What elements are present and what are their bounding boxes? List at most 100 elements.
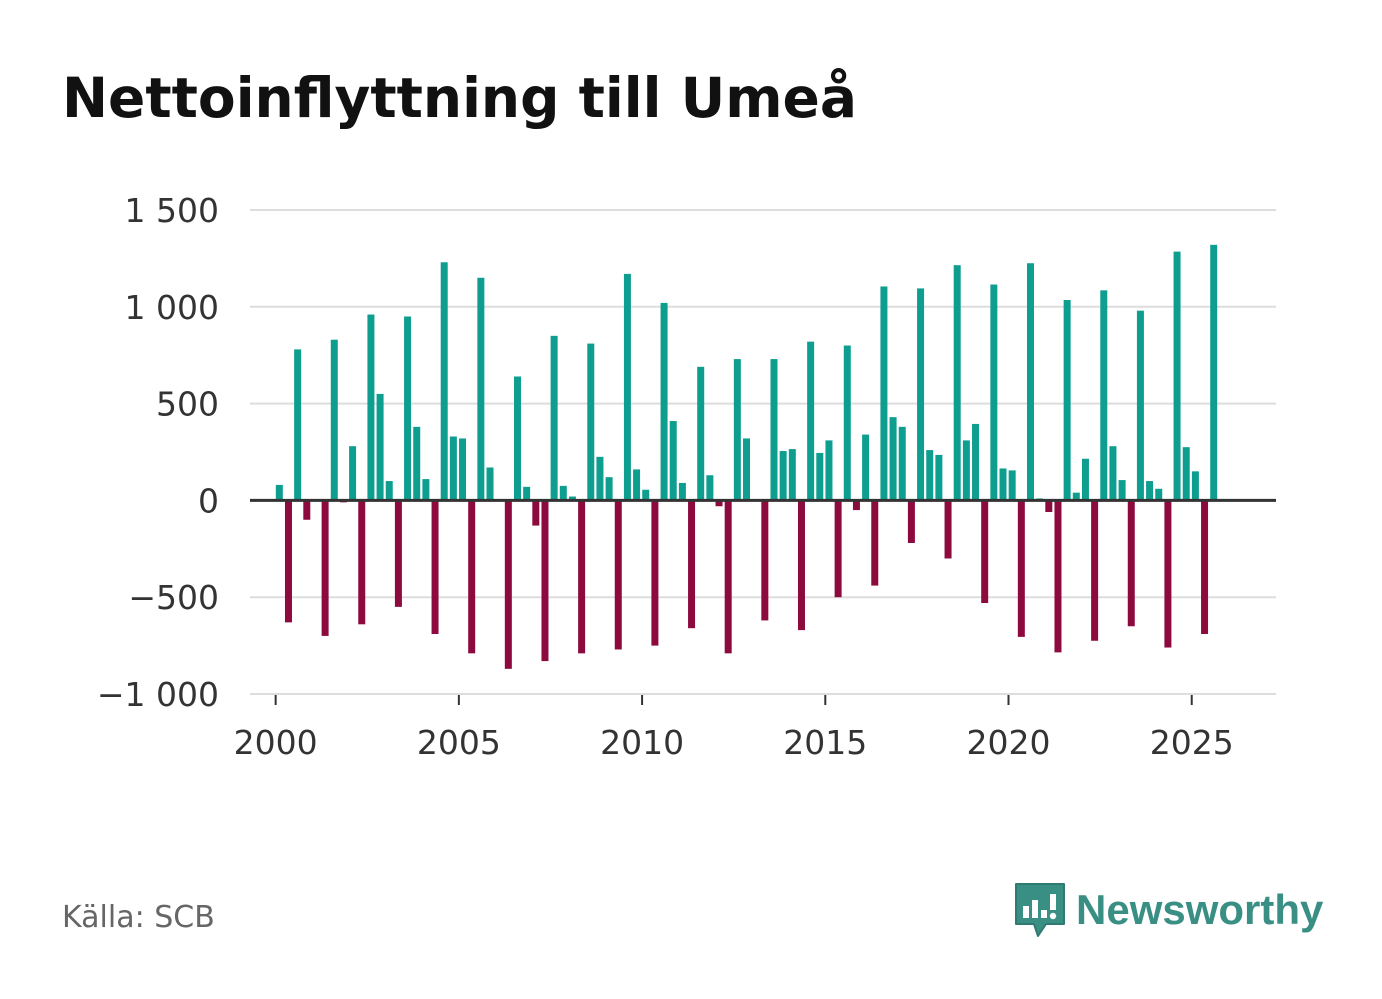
y-tick-label: 0: [198, 481, 219, 520]
bar: [1146, 481, 1154, 501]
bar: [825, 440, 833, 501]
bar: [1210, 244, 1218, 501]
bar: [449, 436, 457, 501]
bar: [1045, 500, 1053, 513]
bar: [935, 454, 943, 501]
bar: [541, 500, 549, 662]
bar: [550, 335, 558, 501]
bar: [633, 469, 641, 501]
bars: [275, 244, 1218, 669]
bar: [1173, 251, 1181, 501]
bar: [788, 449, 796, 501]
bar: [330, 339, 338, 501]
bar: [990, 284, 998, 501]
bar: [1091, 500, 1099, 641]
bar: [678, 482, 686, 501]
bar: [1201, 500, 1209, 634]
bar: [972, 423, 980, 501]
bar: [962, 440, 970, 501]
bar: [1081, 458, 1089, 501]
y-tick-label: 500: [156, 385, 219, 424]
page-title: Nettoinflyttning till Umeå: [62, 66, 857, 130]
bar: [568, 496, 576, 501]
bar: [284, 500, 292, 623]
bar: [513, 376, 521, 501]
bar: [1136, 310, 1144, 501]
y-tick-label: 1 500: [125, 191, 219, 230]
bar: [834, 500, 842, 598]
bar: [504, 500, 512, 669]
bar: [349, 446, 357, 501]
bar: [706, 475, 714, 501]
bar: [715, 500, 723, 507]
bar: [275, 484, 283, 501]
bar: [926, 450, 934, 501]
bar: [889, 417, 897, 501]
bar: [1017, 500, 1025, 637]
bar: [404, 316, 412, 501]
bar: [871, 500, 879, 586]
bar: [413, 426, 421, 501]
source-note: Källa: SCB: [62, 900, 215, 935]
bar: [1127, 500, 1135, 627]
bar: [486, 467, 494, 501]
bar: [697, 366, 705, 501]
bar: [1155, 488, 1163, 501]
bar: [477, 277, 485, 501]
bar: [532, 500, 540, 526]
bar: [623, 273, 631, 501]
bar: [422, 479, 430, 501]
brand-logo: Newsworthy: [1012, 880, 1323, 940]
bar: [523, 486, 531, 501]
bar: [779, 451, 787, 501]
bar: [761, 500, 769, 621]
bar: [1109, 446, 1117, 501]
bar: [1100, 290, 1108, 501]
bar: [358, 500, 366, 625]
y-tick-label: 1 000: [125, 288, 219, 327]
gridlines: [250, 209, 1276, 695]
bar: [642, 489, 650, 501]
bar: [953, 265, 961, 501]
bar: [578, 500, 586, 654]
bar: [1191, 471, 1199, 501]
x-tick-label: 2000: [234, 723, 318, 762]
brand-name: Newsworthy: [1076, 886, 1324, 933]
bar: [880, 286, 888, 501]
bar: [724, 500, 732, 654]
bar: [596, 456, 604, 501]
bar: [816, 452, 824, 501]
bar: [1054, 500, 1062, 653]
y-tick-label: −500: [128, 578, 219, 617]
axes: −1 000 −500 0 500 1 000 1 500 2000 2005 2010 2015…: [97, 191, 1276, 762]
bar: [303, 500, 311, 520]
y-tick-label: −1 000: [97, 675, 219, 714]
bar: [376, 393, 384, 501]
x-tick-label: 2015: [783, 723, 867, 762]
bar: [459, 438, 467, 501]
bar: [440, 262, 448, 501]
x-tick-label: 2020: [967, 723, 1051, 762]
bar: [944, 500, 952, 559]
bar: [605, 477, 613, 501]
bar: [385, 481, 393, 501]
bar: [807, 341, 815, 501]
bar: [1063, 300, 1071, 501]
bar: [733, 359, 741, 501]
x-tick-label: 2025: [1150, 723, 1234, 762]
bar: [660, 302, 668, 501]
bar: [743, 438, 751, 501]
bar: [1008, 470, 1016, 501]
bar: [468, 500, 476, 654]
x-tick-label: 2010: [600, 723, 684, 762]
bar: [559, 485, 567, 501]
bar: [981, 500, 989, 604]
bar: [797, 500, 805, 631]
bar: [321, 500, 329, 636]
bar: [669, 421, 677, 501]
bar: [1026, 263, 1034, 501]
bar: [688, 500, 696, 629]
bar: [843, 345, 851, 501]
bar: [614, 500, 622, 650]
